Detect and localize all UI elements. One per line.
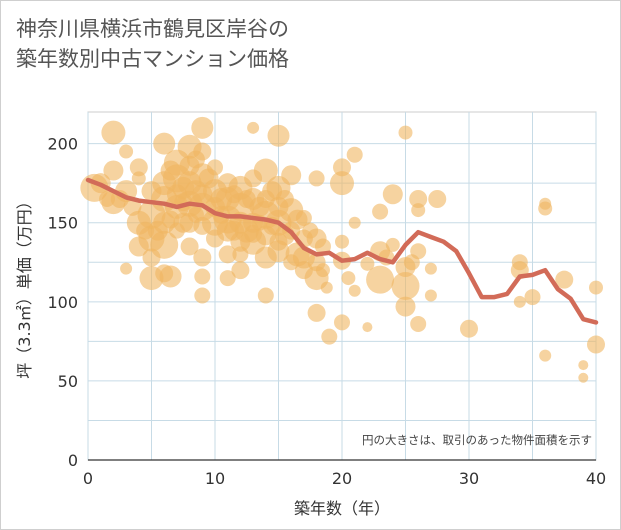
x-tick-label: 30 xyxy=(459,469,479,488)
bubble-point xyxy=(315,263,330,278)
bubble-point xyxy=(119,144,134,159)
bubble-point xyxy=(194,287,211,304)
bubble-point xyxy=(159,265,182,288)
y-tick-label: 200 xyxy=(47,135,78,154)
bubble-point xyxy=(348,284,361,297)
bubble-point xyxy=(346,146,363,163)
bubble-point xyxy=(578,372,589,383)
bubble-point xyxy=(180,237,199,256)
bubble-point xyxy=(194,268,211,285)
bubble-point xyxy=(193,142,212,161)
bubble-point xyxy=(589,280,603,295)
bubble-point xyxy=(428,190,447,208)
bubble-point xyxy=(308,170,325,187)
bubble-point xyxy=(398,125,413,140)
bubble-point xyxy=(103,160,124,181)
bubble-point xyxy=(247,121,260,134)
bubble-point xyxy=(295,209,312,226)
chart-title: 神奈川県横浜市鶴見区岸谷の 築年数別中古マンション価格 xyxy=(16,14,289,74)
bubble-point xyxy=(460,319,478,338)
bubble-point xyxy=(395,296,416,317)
bubble-point xyxy=(120,262,133,275)
bubble-point xyxy=(587,335,605,354)
bubble-point xyxy=(307,303,326,322)
title-line-1: 神奈川県横浜市鶴見区岸谷の xyxy=(16,17,289,41)
y-tick-label: 50 xyxy=(58,372,78,391)
bubble-point xyxy=(539,349,552,362)
bubble-point xyxy=(218,245,237,264)
y-tick-label: 0 xyxy=(68,451,78,470)
bubble-point xyxy=(334,314,350,331)
bubble-point xyxy=(410,243,427,260)
y-axis-title: 坪（3.3㎡）単価（万円） xyxy=(15,193,34,378)
bubble-point xyxy=(382,184,403,205)
size-note: 円の大きさは、取引のあった物件面積を示す xyxy=(362,433,592,447)
bubble-point xyxy=(335,234,349,249)
bubble-point xyxy=(267,240,290,263)
x-tick-label: 40 xyxy=(586,469,606,488)
bubble-point xyxy=(257,287,274,304)
bubble-point xyxy=(129,158,148,177)
bubble-point xyxy=(253,158,278,183)
bubble-point xyxy=(320,281,333,294)
bubble-point xyxy=(333,158,351,177)
bubble-point xyxy=(411,203,426,218)
bubble-point xyxy=(366,265,395,294)
bubble-point xyxy=(101,120,126,145)
bubble-point xyxy=(362,322,373,333)
bubble-point xyxy=(207,159,223,176)
bubble-point xyxy=(410,315,427,332)
bubble-point xyxy=(578,360,589,371)
bubble-point xyxy=(372,203,389,220)
bubble-point xyxy=(321,328,338,345)
x-tick-label: 20 xyxy=(332,469,352,488)
bubble-point xyxy=(153,132,176,155)
bubble-point xyxy=(193,248,212,267)
bubble-point xyxy=(538,201,553,216)
bubble-point xyxy=(424,289,437,302)
bubble-point xyxy=(231,261,250,280)
bubble-point xyxy=(360,256,375,271)
bubble-point xyxy=(348,216,361,229)
bubble-point xyxy=(524,289,541,306)
bubble-point xyxy=(330,171,354,196)
bubble-point xyxy=(391,272,420,300)
trend-line xyxy=(85,177,599,325)
x-axis-title: 築年数（年） xyxy=(294,499,390,518)
bubble-point xyxy=(513,295,526,308)
bubble-point xyxy=(424,262,437,275)
bubble-point xyxy=(219,270,236,287)
y-tick-label: 150 xyxy=(47,214,78,233)
bubble-point xyxy=(385,237,400,252)
x-tick-label: 10 xyxy=(205,469,225,488)
bubble-point xyxy=(131,171,146,186)
bubble-point xyxy=(191,116,214,139)
bubble-point xyxy=(267,124,290,147)
title-line-2: 築年数別中古マンション価格 xyxy=(16,47,289,71)
bubble-point xyxy=(150,230,179,259)
bubble-point xyxy=(314,238,331,255)
bubble-point xyxy=(281,165,302,186)
x-tick-label: 0 xyxy=(83,469,93,488)
bubble-point xyxy=(555,270,574,289)
bubble-point xyxy=(409,190,428,208)
y-tick-label: 100 xyxy=(47,293,78,312)
bubble-point xyxy=(341,271,356,286)
